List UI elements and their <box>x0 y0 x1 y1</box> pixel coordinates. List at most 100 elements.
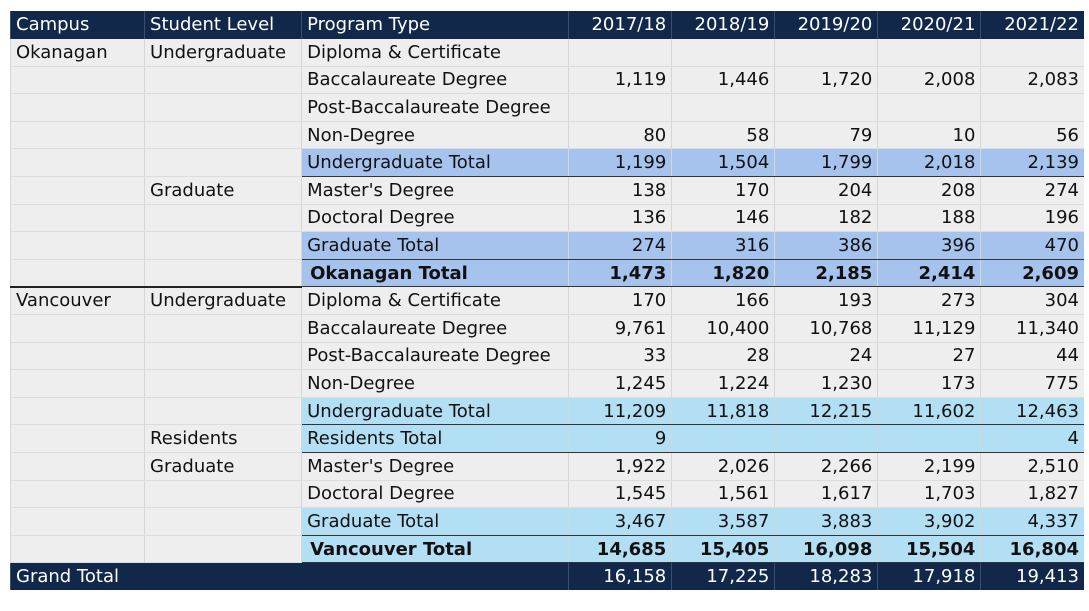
value-cell: 775 <box>980 369 1084 398</box>
enrolment-table-container: Campus Student Level Program Type 2017/1… <box>9 11 1084 591</box>
value-cell: 1,561 <box>671 480 775 509</box>
value-cell: 1,473 <box>568 258 672 288</box>
value-cell: 11,129 <box>877 314 981 343</box>
value-cell: 16,098 <box>774 534 878 564</box>
student-level-cell <box>144 121 302 150</box>
student-level-cell <box>144 397 302 426</box>
value-cell <box>671 38 775 67</box>
value-cell: 1,545 <box>568 480 672 509</box>
program-type-cell: Undergraduate Total <box>301 148 569 178</box>
campus-cell <box>9 121 145 150</box>
campus-cell <box>9 259 145 288</box>
value-cell: 2,083 <box>980 66 1084 95</box>
header-year-2021-22: 2021/22 <box>980 11 1084 39</box>
value-cell <box>980 93 1084 122</box>
header-year-2017-18: 2017/18 <box>568 11 672 39</box>
value-cell: 1,827 <box>980 480 1084 509</box>
value-cell: 1,446 <box>671 66 775 95</box>
student-level-cell <box>144 535 302 564</box>
value-cell <box>774 38 878 67</box>
campus-cell <box>9 204 145 233</box>
student-level-cell: Graduate <box>144 176 302 205</box>
value-cell: 27 <box>877 342 981 371</box>
value-cell: 2,139 <box>980 148 1084 178</box>
program-type-cell: Baccalaureate Degree <box>301 314 569 343</box>
value-cell: 273 <box>877 286 981 316</box>
value-cell: 11,340 <box>980 314 1084 343</box>
value-cell: 44 <box>980 342 1084 371</box>
grand-total-value: 17,225 <box>671 562 775 591</box>
enrolment-table: Campus Student Level Program Type 2017/1… <box>9 11 1084 591</box>
value-cell: 1,922 <box>568 452 672 481</box>
value-cell: 3,883 <box>774 507 878 536</box>
value-cell: 9,761 <box>568 314 672 343</box>
value-cell: 1,245 <box>568 369 672 398</box>
value-cell: 182 <box>774 204 878 233</box>
value-cell: 1,799 <box>774 148 878 178</box>
program-type-cell: Vancouver Total <box>301 534 569 564</box>
header-program-type: Program Type <box>301 11 569 39</box>
value-cell: 10,768 <box>774 314 878 343</box>
value-cell: 9 <box>568 424 672 453</box>
table-row: Non-Degree 80 58 79 10 56 <box>9 121 1084 150</box>
program-type-cell: Diploma & Certificate <box>301 38 569 67</box>
value-cell: 166 <box>671 286 775 316</box>
student-level-cell: Undergraduate <box>144 38 302 67</box>
value-cell <box>671 424 775 453</box>
grand-total-value: 17,918 <box>877 562 981 591</box>
program-type-cell: Post-Baccalaureate Degree <box>301 93 569 122</box>
program-type-cell: Post-Baccalaureate Degree <box>301 342 569 371</box>
value-cell: 146 <box>671 204 775 233</box>
value-cell: 188 <box>877 204 981 233</box>
value-cell <box>877 93 981 122</box>
value-cell: 15,504 <box>877 534 981 564</box>
campus-cell <box>9 66 145 95</box>
value-cell: 14,685 <box>568 534 672 564</box>
table-row: Graduate Master's Degree 1,922 2,026 2,266 2,… <box>9 452 1084 481</box>
table-row: Baccalaureate Degree 1,119 1,446 1,720 2,008… <box>9 66 1084 95</box>
table-body: Okanagan Undergraduate Diploma & Certifica… <box>9 38 1084 564</box>
value-cell: 173 <box>877 369 981 398</box>
campus-cell <box>9 507 145 536</box>
value-cell: 2,414 <box>877 258 981 288</box>
table-row: Doctoral Degree 1,545 1,561 1,617 1,703 1,827 <box>9 480 1084 509</box>
student-level-cell <box>144 93 302 122</box>
value-cell: 12,215 <box>774 396 878 426</box>
program-type-cell: Master's Degree <box>301 176 569 205</box>
value-cell: 11,209 <box>568 396 672 426</box>
value-cell: 138 <box>568 176 672 205</box>
campus-cell <box>9 369 145 398</box>
program-type-cell: Undergraduate Total <box>301 396 569 426</box>
student-level-cell <box>144 259 302 288</box>
value-cell: 136 <box>568 204 672 233</box>
campus-cell: Vancouver <box>9 286 145 316</box>
table-row: Vancouver Total 14,685 15,405 16,098 15,504 1… <box>9 534 1084 564</box>
value-cell: 28 <box>671 342 775 371</box>
grand-total-value: 19,413 <box>980 562 1084 591</box>
value-cell: 33 <box>568 342 672 371</box>
value-cell <box>980 38 1084 67</box>
campus-cell <box>9 231 145 260</box>
table-row: Vancouver Undergraduate Diploma & Certific… <box>9 286 1084 316</box>
value-cell: 316 <box>671 231 775 260</box>
table-row: Doctoral Degree 136 146 182 188 196 <box>9 204 1084 233</box>
table-row: Post-Baccalaureate Degree 33 28 24 27 44 <box>9 342 1084 371</box>
value-cell: 3,467 <box>568 507 672 536</box>
student-level-cell: Undergraduate <box>144 286 302 316</box>
value-cell: 1,199 <box>568 148 672 178</box>
value-cell: 170 <box>568 286 672 316</box>
value-cell: 11,602 <box>877 396 981 426</box>
table-row: Graduate Master's Degree 138 170 204 208 274 <box>9 176 1084 205</box>
value-cell: 170 <box>671 176 775 205</box>
campus-cell <box>9 342 145 371</box>
table-row: Undergraduate Total 11,209 11,818 12,215 11,… <box>9 396 1084 426</box>
value-cell: 12,463 <box>980 396 1084 426</box>
value-cell <box>774 424 878 453</box>
program-type-cell: Diploma & Certificate <box>301 286 569 316</box>
value-cell <box>568 93 672 122</box>
campus-cell <box>9 424 145 453</box>
value-cell: 304 <box>980 286 1084 316</box>
value-cell: 1,720 <box>774 66 878 95</box>
value-cell: 274 <box>980 176 1084 205</box>
value-cell: 2,199 <box>877 452 981 481</box>
